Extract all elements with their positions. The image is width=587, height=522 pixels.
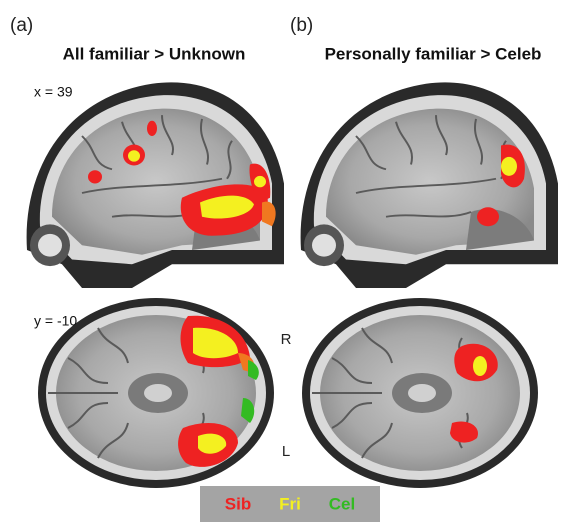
hemisphere-label: R (281, 331, 292, 348)
slice-label: x = 39 (34, 84, 73, 100)
slice-label: y = -10 (34, 313, 77, 329)
brain-axial (302, 298, 538, 488)
figure: (a) (b) All familiar > Unknown Personall… (0, 0, 587, 522)
brain-sagittal (27, 82, 284, 288)
panel-title: Personally familiar > Celeb (325, 44, 542, 63)
panel-label: (a) (10, 15, 33, 36)
panel-label: (b) (290, 15, 313, 36)
legend-label: Cel (329, 494, 355, 513)
legend-label: Fri (279, 494, 301, 513)
panel-title: All familiar > Unknown (63, 44, 246, 63)
hemisphere-label: L (282, 443, 290, 460)
legend-label: Sib (225, 494, 251, 513)
legend: Sib Fri Cel (225, 494, 355, 513)
brain-sagittal (301, 82, 558, 288)
